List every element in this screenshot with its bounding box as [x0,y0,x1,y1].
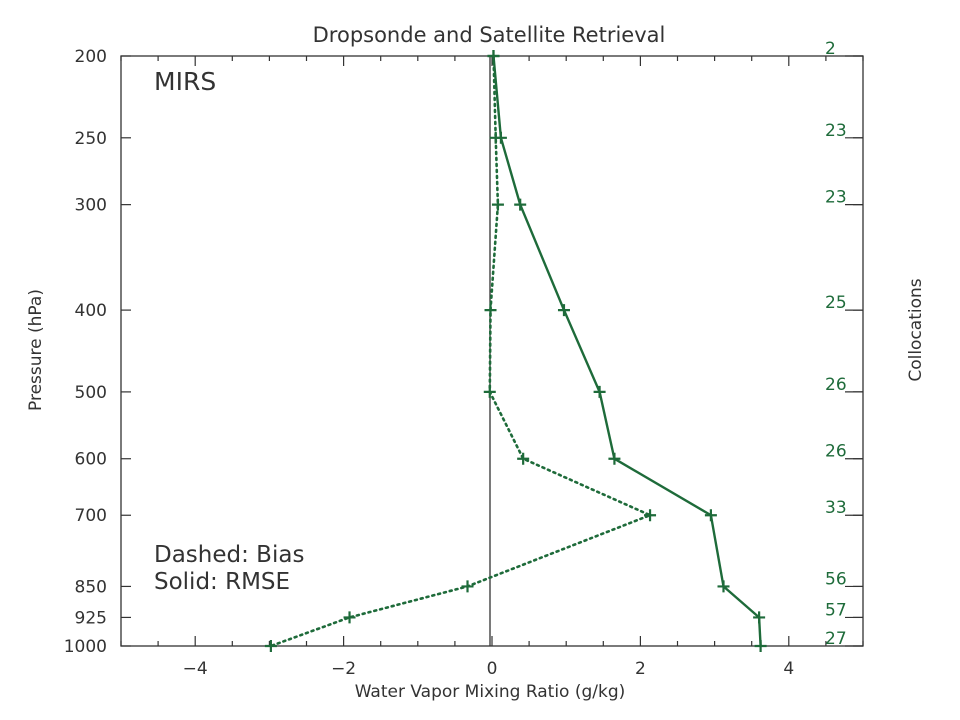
note-solid: Solid: RMSE [154,569,290,595]
y-tick-label: 200 [75,47,107,67]
series-marker-bias [483,385,496,398]
collocation-count: 2 [825,39,836,59]
y-tick-label: 1000 [64,637,107,657]
series-marker-rmse [557,304,570,317]
x-axis-label: Water Vapor Mixing Ratio (g/kg) [355,682,626,702]
collocation-count: 56 [825,569,847,589]
y-tick-label: 600 [75,450,107,470]
y-tick-label: 850 [75,577,107,597]
collocation-count: 27 [825,629,847,649]
series-marker-rmse [514,198,527,211]
y-tick-label: 925 [75,608,107,628]
series-marker-rmse [717,580,730,593]
y-tick-label: 500 [75,383,107,403]
series-marker-rmse [704,509,717,522]
series-marker-rmse [753,611,766,624]
collocation-count: 26 [825,442,847,462]
series-marker-bias [343,611,356,624]
y-tick-label: 400 [75,301,107,321]
series-marker-rmse [494,131,507,144]
collocation-count: 23 [825,188,847,208]
series-marker-bias [484,304,497,317]
collocations-label: Collocations [906,278,926,381]
x-tick-label: 0 [487,659,498,679]
series-marker-rmse [754,640,767,652]
collocation-count: 25 [825,293,847,313]
x-tick-label: 4 [783,659,794,679]
series-marker-bias [491,198,504,211]
series-marker-bias [517,452,530,465]
series-marker-rmse [487,50,500,62]
x-tick-label: −2 [331,659,356,679]
series-marker-rmse [608,452,621,465]
series-marker-rmse [593,385,606,398]
series-marker-bias [461,580,474,593]
chart-title: Dropsonde and Satellite Retrieval [313,23,666,47]
collocation-count: 57 [825,600,847,620]
algorithm-label: MIRS [154,67,216,96]
y-tick-label: 250 [75,129,107,149]
series-line-rmse [492,55,762,647]
x-tick-label: 2 [635,659,646,679]
y-tick-label: 300 [75,196,107,216]
collocation-count: 23 [825,121,847,141]
x-tick-label: −4 [183,659,208,679]
collocation-count: 26 [825,375,847,395]
series-layer [264,50,767,652]
collocation-count: 33 [825,498,847,518]
y-axis-label: Pressure (hPa) [26,289,46,411]
series-marker-bias [264,640,277,652]
y-tick-label: 700 [75,506,107,526]
y-axis: 200 250 300 400 500 600 700 850 925 1000 [64,47,863,657]
note-dashed: Dashed: Bias [154,542,304,568]
series-marker-bias [644,509,657,522]
series-line-bias [269,54,654,648]
collocation-counts: 2 23 23 25 26 26 33 56 57 27 [825,39,863,649]
